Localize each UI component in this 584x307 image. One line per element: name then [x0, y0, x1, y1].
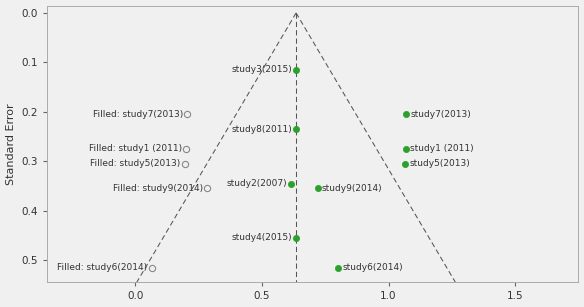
Text: Filled: study6(2014): Filled: study6(2014): [57, 263, 148, 272]
Text: Filled: study7(2013): Filled: study7(2013): [93, 110, 183, 119]
Text: study8(2011): study8(2011): [231, 125, 292, 134]
Text: study1 (2011): study1 (2011): [411, 144, 474, 154]
Text: study3(2015): study3(2015): [231, 65, 292, 74]
Text: study2(2007): study2(2007): [226, 179, 287, 188]
Text: Filled: study1 (2011): Filled: study1 (2011): [89, 144, 182, 154]
Text: Filled: study5(2013): Filled: study5(2013): [91, 159, 180, 168]
Text: study4(2015): study4(2015): [231, 233, 292, 243]
Text: study7(2013): study7(2013): [411, 110, 471, 119]
Text: study6(2014): study6(2014): [342, 263, 402, 272]
Text: study5(2013): study5(2013): [409, 159, 470, 168]
Text: Filled: study9(2014): Filled: study9(2014): [113, 184, 203, 193]
Text: study9(2014): study9(2014): [322, 184, 383, 193]
Y-axis label: Standard Error: Standard Error: [6, 103, 16, 185]
